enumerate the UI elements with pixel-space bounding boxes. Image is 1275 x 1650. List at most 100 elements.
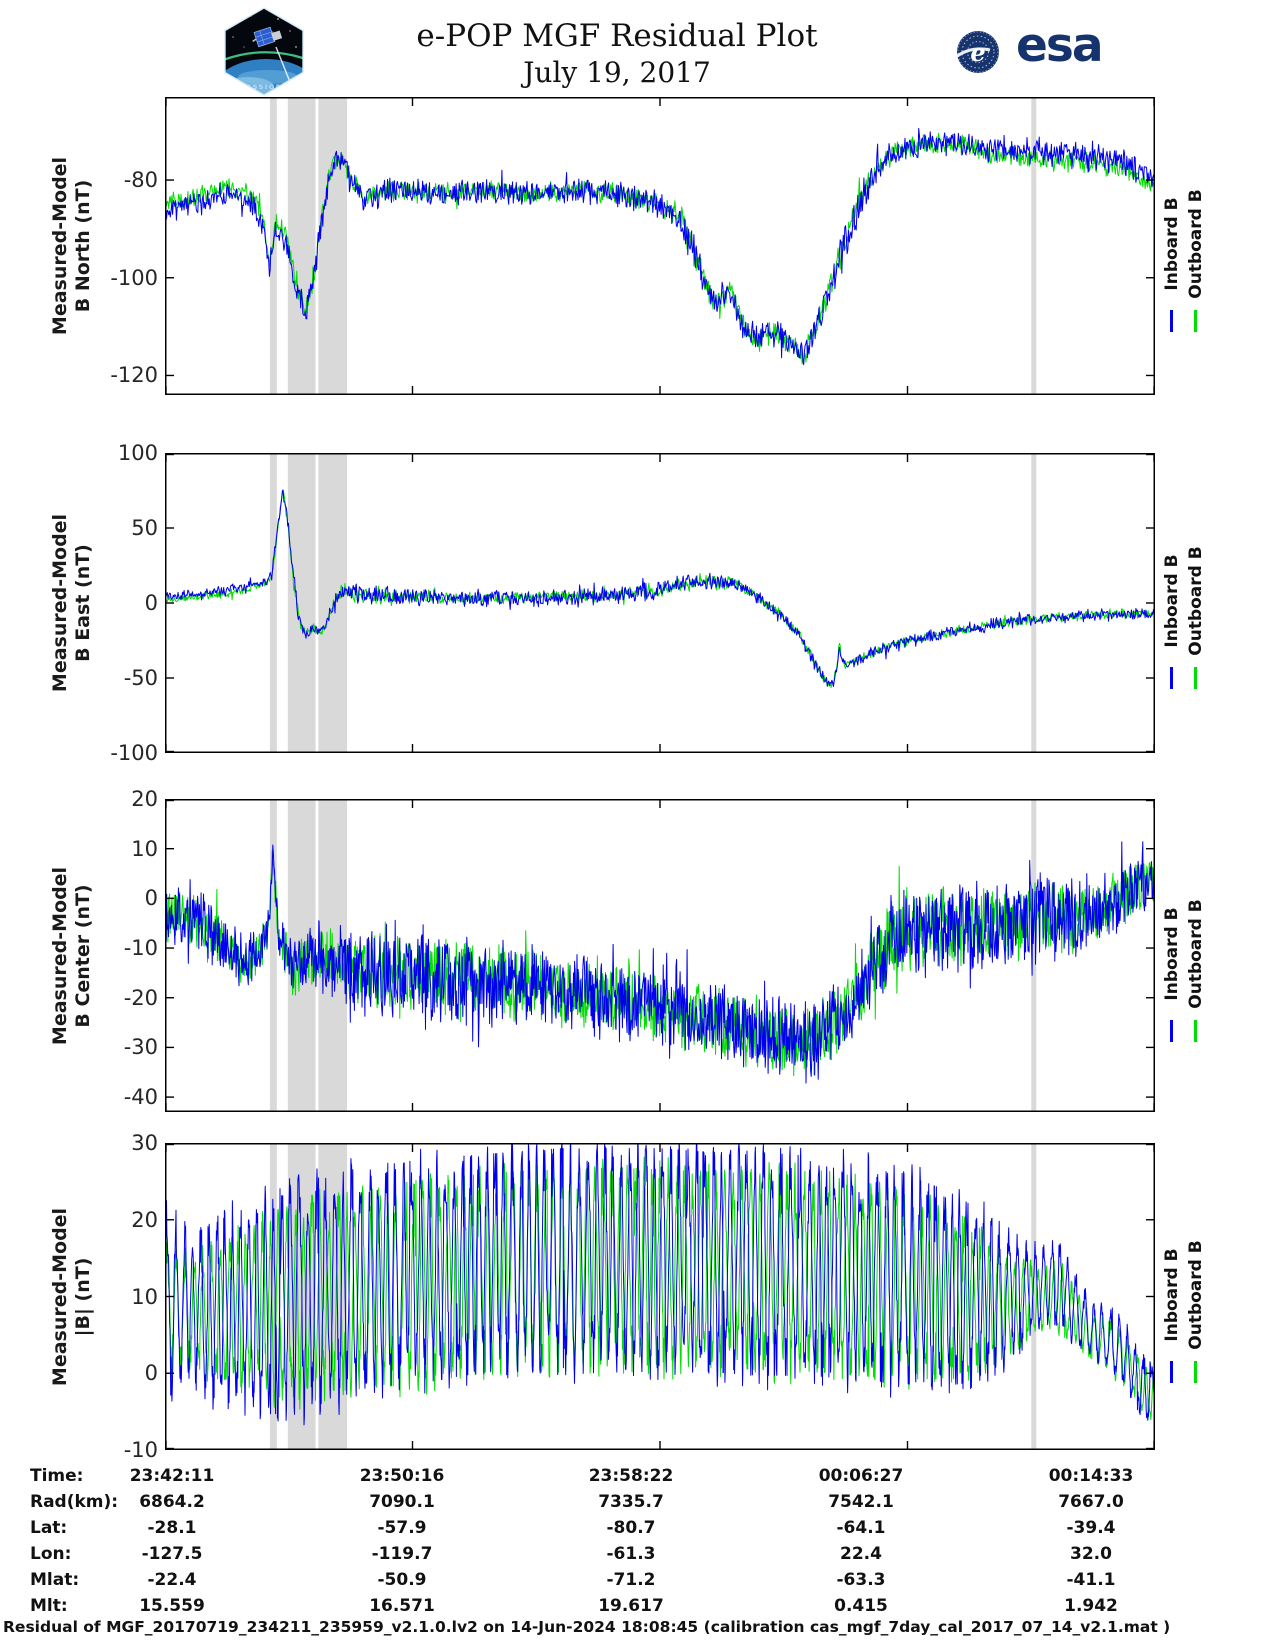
cassiope-mission-patch-icon: CASSIOPE <box>218 7 310 97</box>
ylabel-b-magnitude-residual: Measured-Model |B| (nT) <box>49 1137 95 1457</box>
table-cell: 22.4 <box>840 1544 882 1564</box>
shaded-band <box>287 800 316 1111</box>
esa-globe-icon: e <box>956 31 999 73</box>
shaded-band <box>1031 454 1037 752</box>
ytick-label-b-east-residual: -100 <box>110 741 158 765</box>
ytick-label-b-east-residual: 0 <box>144 591 158 615</box>
table-row-label-radkm: Rad(km): <box>30 1492 119 1512</box>
shaded-band <box>1031 1144 1037 1449</box>
legend-outboard-marker <box>1194 1360 1197 1383</box>
table-cell: 00:14:33 <box>1048 1466 1134 1486</box>
ytick-label-b-center-residual: -10 <box>123 936 158 961</box>
shaded-band <box>269 1144 277 1449</box>
ytick-label-b-center-residual: -40 <box>123 1085 158 1110</box>
table-cell: 0.415 <box>834 1596 888 1616</box>
esa-logo-text: esa <box>1016 18 1104 73</box>
page-title: e-POP MGF Residual Plot <box>416 18 818 54</box>
table-cell: -61.3 <box>606 1544 656 1564</box>
table-cell: 1.942 <box>1064 1596 1118 1616</box>
panel-b-center-residual-plot <box>165 799 1155 1112</box>
inboard-b-line <box>165 1143 1155 1426</box>
table-cell: 7542.1 <box>828 1492 894 1512</box>
footer-processing-note: Residual of MGF_20170719_234211_235959_v… <box>3 1618 1171 1636</box>
ytick-label-b-center-residual: -20 <box>123 985 158 1010</box>
ytick-label-b-north-residual: -80 <box>123 168 158 193</box>
table-row-label-mlt: Mlt: <box>30 1596 68 1616</box>
inboard-b-line <box>165 127 1155 366</box>
axis-box <box>165 1143 1155 1450</box>
ytick-label-b-north-residual: -120 <box>110 363 158 388</box>
axis-box <box>165 97 1155 395</box>
ytick-label-b-north-residual: -100 <box>110 265 158 290</box>
table-cell: -22.4 <box>147 1570 197 1590</box>
table-cell: -63.3 <box>836 1570 886 1590</box>
ylabel-line2: |B| (nT) <box>72 1257 94 1336</box>
inboard-b-line <box>165 489 1155 687</box>
legend-inboard-marker <box>1170 1360 1173 1383</box>
ytick-label-b-magnitude-residual: -10 <box>123 1438 158 1462</box>
ytick-label-b-center-residual: 20 <box>131 787 158 811</box>
panel-b-magnitude-residual-plot <box>165 1143 1155 1450</box>
table-cell: -39.4 <box>1066 1518 1116 1538</box>
table-cell: 6864.2 <box>139 1492 205 1512</box>
table-row-label-mlat: Mlat: <box>30 1570 80 1590</box>
table-cell: 23:50:16 <box>359 1466 445 1486</box>
legend-inboard-marker <box>1170 667 1173 689</box>
ylabel-b-center-residual: Measured-Model B Center (nT) <box>49 796 95 1116</box>
legend-inboard-marker <box>1170 1019 1173 1042</box>
ylabel-line2: B North (nT) <box>72 179 94 313</box>
inboard-b-line <box>165 841 1155 1084</box>
svg-text:e: e <box>970 38 985 67</box>
table-cell: 23:58:22 <box>588 1466 674 1486</box>
axis-box <box>165 453 1155 753</box>
legend-outboard-marker <box>1194 310 1197 332</box>
legend-outboard-marker <box>1194 1019 1197 1042</box>
table-cell: -119.7 <box>371 1544 433 1564</box>
shaded-band <box>1031 98 1037 394</box>
patch-horizon-glow <box>225 51 303 62</box>
ytick-label-b-center-residual: 0 <box>144 886 158 911</box>
ylabel-line1: Measured-Model <box>49 513 71 693</box>
table-cell: 19.617 <box>598 1596 664 1616</box>
table-cell: 7090.1 <box>369 1492 435 1512</box>
patch-cassiope-text: CASSIOPE <box>240 83 288 91</box>
axis-box <box>165 799 1155 1112</box>
table-cell: -80.7 <box>606 1518 656 1538</box>
ytick-label-b-east-residual: 100 <box>117 441 158 465</box>
table-cell: 16.571 <box>369 1596 435 1616</box>
shaded-band <box>287 454 316 752</box>
table-cell: 7667.0 <box>1058 1492 1124 1512</box>
table-cell: 23:42:11 <box>129 1466 215 1486</box>
ytick-label-b-center-residual: -30 <box>123 1035 158 1060</box>
table-cell: 32.0 <box>1070 1544 1112 1564</box>
ylabel-line2: B East (nT) <box>72 544 94 662</box>
table-cell: -41.1 <box>1066 1570 1116 1590</box>
legend-inboard-marker <box>1170 310 1173 332</box>
shaded-band <box>287 98 316 394</box>
shaded-band <box>1031 800 1037 1111</box>
table-cell: -127.5 <box>141 1544 203 1564</box>
shaded-band <box>318 98 348 394</box>
table-row-label-lon: Lon: <box>30 1544 72 1564</box>
ytick-label-b-magnitude-residual: 20 <box>131 1207 158 1232</box>
patch-border <box>224 7 304 96</box>
table-cell: -71.2 <box>606 1570 656 1590</box>
table-cell: 00:06:27 <box>818 1466 904 1486</box>
ylabel-b-east-residual: Measured-Model B East (nT) <box>49 443 95 763</box>
table-cell: 15.559 <box>139 1596 205 1616</box>
ylabel-line1: Measured-Model <box>49 1207 71 1386</box>
table-cell: -64.1 <box>836 1518 886 1538</box>
panel-b-north-residual-plot <box>165 97 1155 395</box>
cassiope-patch-svg: CASSIOPE <box>224 7 304 96</box>
page-subtitle-date: July 19, 2017 <box>523 56 711 89</box>
outboard-b-line <box>165 1156 1155 1421</box>
shaded-band <box>269 800 277 1111</box>
table-cell: -50.9 <box>377 1570 427 1590</box>
shaded-band <box>269 454 277 752</box>
ytick-label-b-magnitude-residual: 0 <box>144 1361 158 1386</box>
ylabel-b-north-residual: Measured-Model B North (nT) <box>49 86 95 406</box>
table-cell: -57.9 <box>377 1518 427 1538</box>
ytick-label-b-east-residual: -50 <box>123 666 158 690</box>
table-row-label-lat: Lat: <box>30 1518 68 1538</box>
